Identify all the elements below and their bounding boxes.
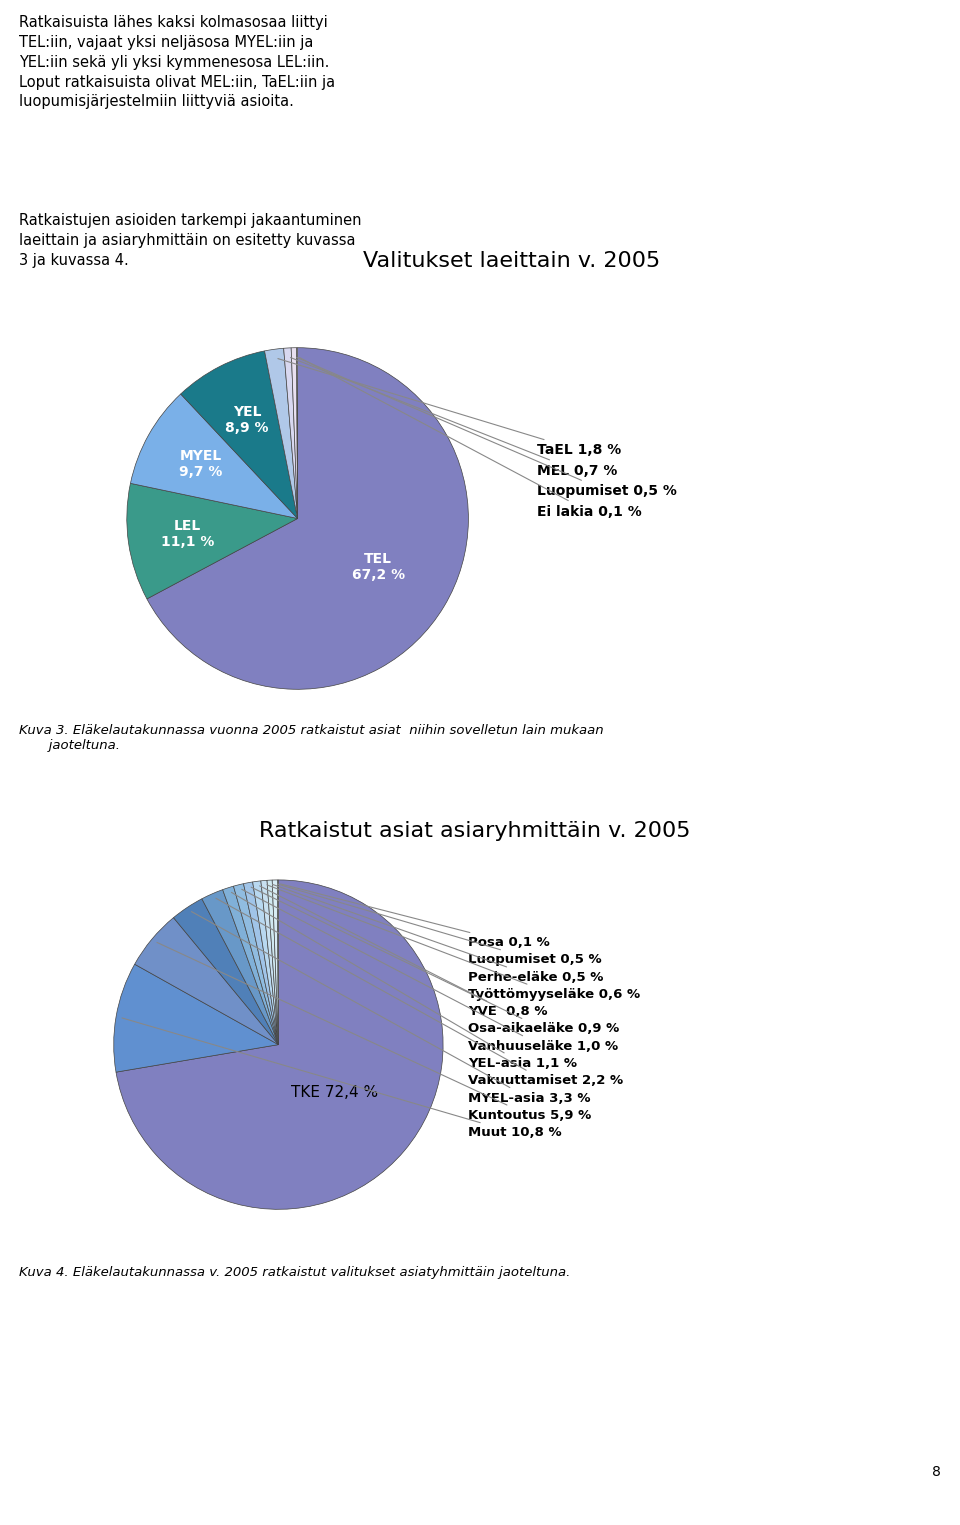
- Wedge shape: [147, 348, 468, 689]
- Wedge shape: [202, 889, 278, 1045]
- Text: Kuva 3. Eläkelautakunnassa vuonna 2005 ratkaistut asiat  niihin sovelletun lain : Kuva 3. Eläkelautakunnassa vuonna 2005 r…: [19, 724, 604, 752]
- Text: Ratkaistujen asioiden tarkempi jakaantuminen
laeittain ja asiaryhmittäin on esit: Ratkaistujen asioiden tarkempi jakaantum…: [19, 214, 362, 268]
- Wedge shape: [265, 348, 298, 518]
- Text: 8: 8: [932, 1464, 941, 1479]
- Text: Vanhuuseläke 1,0 %: Vanhuuseläke 1,0 %: [242, 889, 618, 1052]
- Text: YEL
8,9 %: YEL 8,9 %: [226, 404, 269, 435]
- Wedge shape: [244, 881, 278, 1045]
- Text: YVE  0,8 %: YVE 0,8 %: [259, 886, 547, 1019]
- Wedge shape: [127, 483, 298, 599]
- Text: Ratkaisuista lähes kaksi kolmasosaa liittyi
TEL:iin, vajaat yksi neljäsosa MYEL:: Ratkaisuista lähes kaksi kolmasosaa liit…: [19, 15, 335, 110]
- Wedge shape: [233, 883, 278, 1045]
- Wedge shape: [273, 880, 278, 1045]
- Wedge shape: [131, 393, 298, 518]
- Wedge shape: [277, 880, 278, 1045]
- Text: MYEL-asia 3,3 %: MYEL-asia 3,3 %: [191, 912, 590, 1104]
- Text: Kuva 4. Eläkelautakunnassa v. 2005 ratkaistut valitukset asiatyhmittäin jaoteltu: Kuva 4. Eläkelautakunnassa v. 2005 ratka…: [19, 1266, 570, 1279]
- Text: Ei lakia 0,1 %: Ei lakia 0,1 %: [300, 357, 641, 518]
- Text: Posa 0,1 %: Posa 0,1 %: [280, 884, 549, 949]
- Text: YEL-asia 1,1 %: YEL-asia 1,1 %: [231, 892, 577, 1071]
- Text: MEL 0,7 %: MEL 0,7 %: [291, 357, 617, 477]
- Wedge shape: [267, 880, 278, 1045]
- Wedge shape: [252, 881, 278, 1045]
- Text: Luopumiset 0,5 %: Luopumiset 0,5 %: [297, 357, 677, 499]
- Wedge shape: [261, 880, 278, 1045]
- Text: Osa-aikaeläke 0,9 %: Osa-aikaeläke 0,9 %: [252, 888, 619, 1035]
- Text: TKE 72,4 %: TKE 72,4 %: [292, 1084, 378, 1100]
- Text: TaEL 1,8 %: TaEL 1,8 %: [277, 358, 621, 458]
- Wedge shape: [283, 348, 298, 518]
- Text: Valitukset laeittain v. 2005: Valitukset laeittain v. 2005: [363, 252, 660, 271]
- Wedge shape: [180, 351, 298, 518]
- Wedge shape: [291, 348, 298, 518]
- Wedge shape: [113, 964, 278, 1072]
- Text: Ratkaistut asiat asiaryhmittäin v. 2005: Ratkaistut asiat asiaryhmittäin v. 2005: [259, 820, 691, 842]
- Wedge shape: [174, 898, 278, 1045]
- Wedge shape: [297, 348, 298, 518]
- Text: Perhe-eläke 0,5 %: Perhe-eläke 0,5 %: [273, 884, 603, 984]
- Text: MYEL
9,7 %: MYEL 9,7 %: [180, 448, 223, 479]
- Text: Vakuuttamiset 2,2 %: Vakuuttamiset 2,2 %: [216, 898, 623, 1087]
- Text: LEL
11,1 %: LEL 11,1 %: [161, 518, 214, 549]
- Text: Työttömyyseläke 0,6 %: Työttömyyseläke 0,6 %: [267, 884, 640, 1000]
- Text: Kuntoutus 5,9 %: Kuntoutus 5,9 %: [157, 942, 591, 1122]
- Text: Muut 10,8 %: Muut 10,8 %: [122, 1017, 562, 1139]
- Wedge shape: [134, 918, 278, 1045]
- Wedge shape: [223, 886, 278, 1045]
- Text: Luopumiset 0,5 %: Luopumiset 0,5 %: [277, 884, 601, 967]
- Text: TEL
67,2 %: TEL 67,2 %: [351, 552, 405, 583]
- Wedge shape: [116, 880, 444, 1209]
